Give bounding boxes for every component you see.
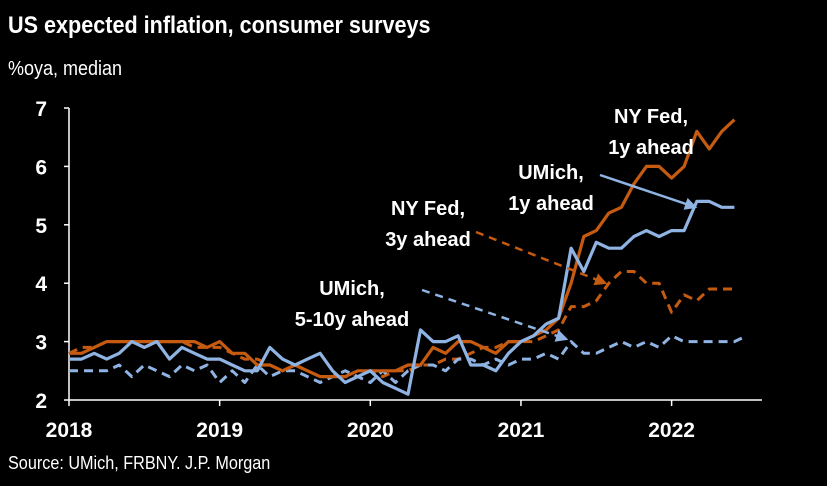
series-label-umich-1y-ahead: UMich, [518, 162, 584, 184]
y-tick-label: 4 [35, 273, 47, 296]
series-label-umich-1y-ahead: 1y ahead [508, 193, 594, 215]
series-line-umich-1y-ahead [69, 199, 735, 396]
y-tick-label: 3 [35, 332, 47, 355]
x-tick-label: 2021 [498, 419, 545, 442]
x-tick-label: 2019 [196, 419, 243, 442]
series-label-ny-fed-1y-ahead: 1y ahead [608, 137, 694, 159]
series-line-ny-fed-3y-ahead [68, 270, 735, 379]
annotation-arrow [421, 288, 569, 342]
y-tick-label: 7 [35, 98, 47, 121]
y-tick-label: 2 [35, 390, 47, 413]
axes: 2 3 4 5 6 7 2018 2019 2020 2021 2022 [35, 98, 762, 442]
series-line-umich-5-10y-ahead [69, 334, 748, 384]
x-tick-label: 2020 [347, 419, 394, 442]
annotation-arrow [475, 230, 608, 286]
chart-title: US expected inflation, consumer surveys [8, 12, 431, 39]
source-note: Source: UMich, FRBNY. J.P. Morgan [8, 453, 271, 473]
y-tick-label: 5 [35, 215, 47, 238]
annotations: NY Fed, 1y ahead UMich, 1y ahead NY Fed, 3y a… [295, 106, 698, 342]
series-label-umich-5-10y-ahead: 5-10y ahead [295, 309, 410, 331]
series-label-umich-5-10y-ahead: UMich, [319, 278, 385, 300]
series-label-ny-fed-3y-ahead: NY Fed, [391, 198, 465, 220]
series-line-ny-fed-1y-ahead [69, 118, 736, 379]
y-axis-unit-label: %oya, median [8, 58, 123, 80]
series-label-ny-fed-1y-ahead: NY Fed, [614, 106, 688, 128]
x-tick-label: 2018 [46, 419, 93, 442]
series-lines [68, 118, 748, 396]
series-label-ny-fed-3y-ahead: 3y ahead [385, 229, 471, 251]
y-tick-label: 6 [35, 156, 47, 179]
annotation-arrow [599, 173, 698, 210]
x-tick-label: 2022 [648, 419, 695, 442]
